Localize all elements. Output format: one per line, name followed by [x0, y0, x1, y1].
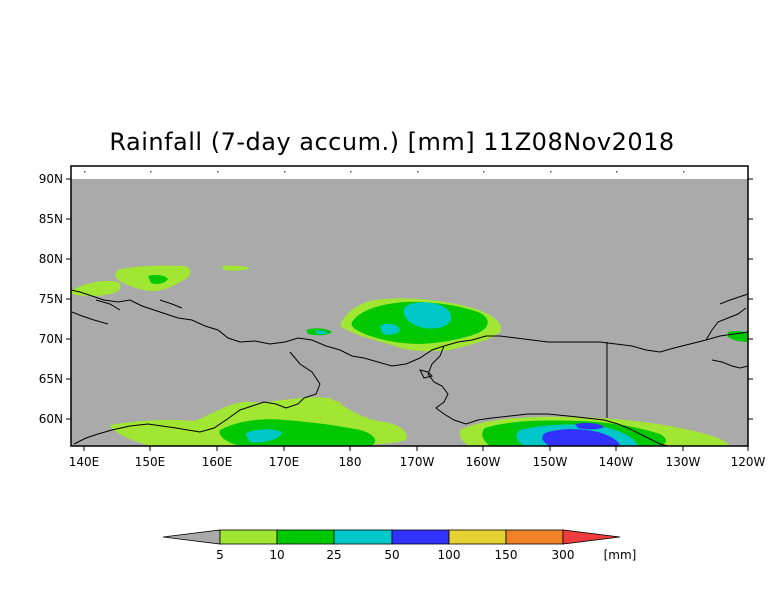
lat-label: 65N [39, 372, 63, 386]
coastline-layer [70, 289, 749, 447]
colorbar [162, 529, 621, 545]
lon-label: 150W [533, 455, 568, 469]
no-data-strip [71, 166, 748, 179]
rain-patch-arctic-central-25 [403, 302, 452, 329]
lat-axis: 90N 85N 80N 75N 70N 65N 60N [39, 172, 753, 426]
rain-patch-new-siberian-core [148, 275, 168, 284]
lon-label: 170W [400, 455, 435, 469]
colorbar-box [505, 529, 564, 545]
coastline-siberia-north [70, 289, 445, 367]
lat-label: 60N [39, 412, 63, 426]
rain-patch-gulf-alaska-50 [542, 429, 620, 446]
map-frame [70, 165, 749, 447]
colorbar-box [333, 529, 393, 545]
coastline-st-lawrence [419, 369, 433, 379]
lon-axis: 140E 150E 160E 170E 180 170W 160W 150W 1… [69, 446, 766, 469]
coastline-chukotka [187, 351, 321, 433]
lon-label: 150E [135, 455, 166, 469]
lat-label: 85N [39, 212, 63, 226]
colorbar-unit: [mm] [604, 548, 637, 562]
lat-label: 90N [39, 172, 63, 186]
colorbar-label: 50 [384, 548, 399, 562]
colorbar-label: 10 [269, 548, 284, 562]
map-title: Rainfall (7-day accum.) [mm] 11Z08Nov201… [109, 128, 675, 156]
coastline-kamchatka [73, 423, 189, 445]
colorbar-box [391, 529, 450, 545]
lat-label: 70N [39, 332, 63, 346]
lon-label: 170E [269, 455, 300, 469]
colorbar-box [276, 529, 335, 545]
rain-patch-siberia-coast [72, 280, 121, 297]
gridline-marks [84, 171, 685, 173]
coastline-alaska-south [617, 423, 669, 447]
colorbar-label: 100 [438, 548, 461, 562]
colorbar-box [448, 529, 507, 545]
lon-label: 140W [599, 455, 634, 469]
lon-label: 130W [666, 455, 701, 469]
colorbar-below-arrow [162, 529, 221, 545]
coastline-arctic-islands [71, 299, 183, 325]
lat-label: 75N [39, 292, 63, 306]
rain-patch-canada-coast [680, 435, 712, 444]
rain-patch-east-siberian-25 [316, 330, 328, 335]
lon-label: 180 [339, 455, 362, 469]
colorbar-box [219, 529, 278, 545]
rain-patch-wrangel [222, 265, 250, 271]
rain-patch-kamchatka-north [300, 400, 342, 418]
rain-field-layer [72, 265, 748, 446]
rain-patch-arctic-central-25b [380, 323, 400, 335]
colorbar-labels: 5 10 25 50 100 150 300 [mm] [216, 548, 636, 562]
lon-label: 160W [466, 455, 501, 469]
colorbar-label: 25 [326, 548, 341, 562]
rain-patch-bering-west-25 [245, 429, 282, 443]
colorbar-above-arrow [562, 529, 621, 545]
lon-label: 120W [731, 455, 766, 469]
lon-label: 160E [202, 455, 233, 469]
colorbar-label: 300 [552, 548, 575, 562]
coastline-alaska-north [443, 331, 749, 353]
lon-label: 140E [69, 455, 100, 469]
lat-label: 80N [39, 252, 63, 266]
colorbar-label: 5 [216, 548, 224, 562]
coastline-canada [705, 293, 749, 369]
colorbar-label: 150 [495, 548, 518, 562]
rain-patch-gulf-alaska-50b [575, 423, 604, 430]
